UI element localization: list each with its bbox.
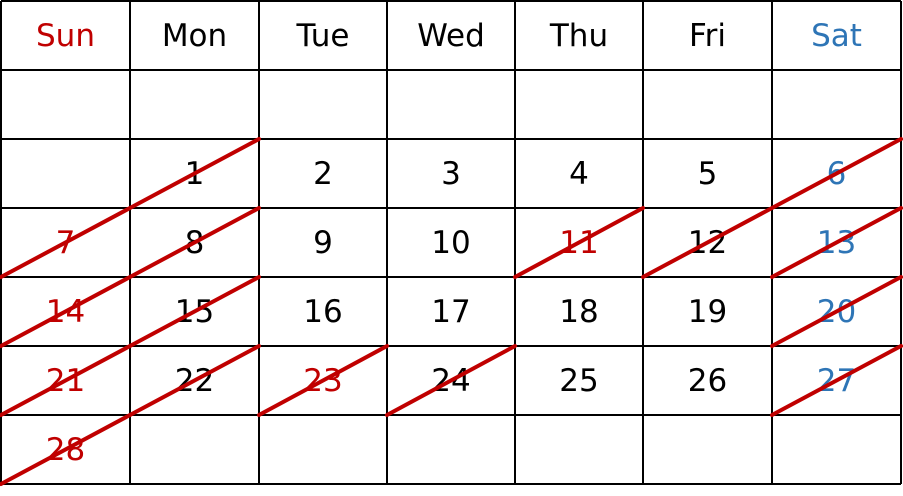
strike-through-mark [0, 275, 132, 348]
day-number: 17 [431, 293, 471, 330]
header-cell: Thu [515, 1, 643, 70]
weekday-header: Sat [811, 17, 862, 54]
day-cell: 17 [387, 277, 515, 346]
day-number: 19 [687, 293, 728, 330]
weekday-header: Mon [161, 17, 228, 54]
strike-through-mark [0, 344, 132, 417]
strike-through-mark [770, 137, 903, 210]
day-number: 16 [303, 293, 343, 330]
day-cell: 4 [515, 139, 643, 208]
day-cell: 19 [643, 277, 772, 346]
day-number: 25 [559, 362, 599, 399]
weekday-header: Sun [36, 17, 95, 54]
day-cell: 25 [515, 346, 643, 415]
day-cell: 2 [259, 139, 387, 208]
weekday-header: Tue [296, 17, 350, 54]
strike-through-mark [770, 206, 903, 279]
strike-through-mark [641, 206, 774, 279]
strike-through-mark [385, 344, 517, 417]
strike-through-mark [513, 206, 645, 279]
day-number: 9 [313, 224, 333, 261]
strike-through-mark [128, 206, 261, 279]
strike-through-mark [0, 206, 132, 279]
day-number: 18 [559, 293, 599, 330]
day-number: 4 [569, 155, 589, 192]
header-cell: Sun [1, 1, 130, 70]
strike-through-mark [0, 413, 132, 486]
header-cell: Fri [643, 1, 772, 70]
day-number: 5 [697, 155, 718, 192]
day-cell: 16 [259, 277, 387, 346]
strike-through-mark [128, 137, 261, 210]
day-number: 3 [441, 155, 461, 192]
day-number: 2 [313, 155, 333, 192]
strike-through-mark [128, 344, 261, 417]
strike-through-mark [257, 344, 389, 417]
day-cell: 26 [643, 346, 772, 415]
header-cell: Wed [387, 1, 515, 70]
header-cell: Tue [259, 1, 387, 70]
day-number: 26 [687, 362, 728, 399]
strike-through-mark [770, 275, 903, 348]
header-cell: Mon [130, 1, 259, 70]
weekday-header: Wed [417, 17, 485, 54]
strike-through-mark [770, 344, 903, 417]
strike-through-mark [128, 275, 261, 348]
weekday-header: Thu [549, 17, 609, 54]
day-cell: 9 [259, 208, 387, 277]
day-number: 10 [431, 224, 471, 261]
day-cell: 3 [387, 139, 515, 208]
header-cell: Sat [772, 1, 901, 70]
weekday-header: Fri [689, 17, 726, 54]
day-cell: 5 [643, 139, 772, 208]
day-cell: 18 [515, 277, 643, 346]
day-cell: 10 [387, 208, 515, 277]
